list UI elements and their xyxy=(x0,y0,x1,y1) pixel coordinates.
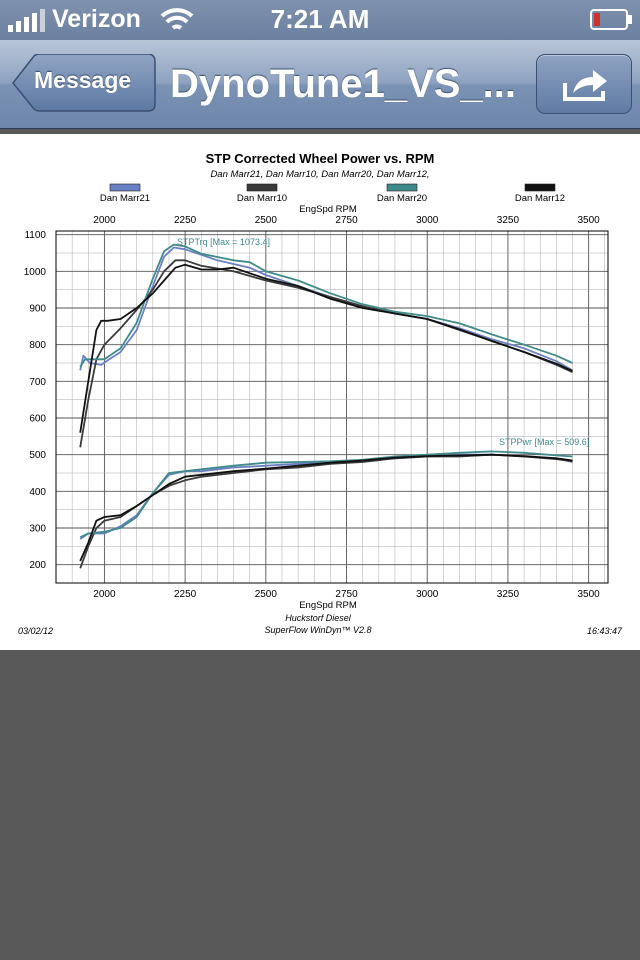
x-tick-label-bottom: 2500 xyxy=(255,589,278,600)
signal-icon xyxy=(8,9,45,32)
x-tick-label-top: 3500 xyxy=(578,215,601,226)
y-tick-label: 800 xyxy=(29,340,46,351)
dyno-chart: STP Corrected Wheel Power vs. RPM Dan Ma… xyxy=(18,151,623,636)
x-axis-label-bottom: EngSpd RPM xyxy=(299,600,357,611)
y-tick-label: 900 xyxy=(29,304,46,315)
y-tick-label: 400 xyxy=(29,487,46,498)
x-tick-label-bottom: 2000 xyxy=(93,589,116,600)
legend-swatch xyxy=(524,183,556,192)
series-torque-line xyxy=(79,259,573,448)
x-tick-label-bottom: 2750 xyxy=(335,589,358,600)
footer-time: 16:43:47 xyxy=(587,626,623,636)
clock: 7:21 AM xyxy=(270,4,370,34)
x-tick-label-bottom: 3250 xyxy=(497,589,520,600)
series-power-line xyxy=(79,453,573,540)
chart-subtitle: Dan Marr21, Dan Marr10, Dan Marr20, Dan … xyxy=(210,169,429,180)
x-tick-label-bottom: 2250 xyxy=(174,589,197,600)
legend-label: Dan Marr21 xyxy=(100,193,150,204)
carrier-name: Verizon xyxy=(52,5,141,33)
back-button-shape xyxy=(12,54,156,112)
x-tick-label-bottom: 3500 xyxy=(578,589,601,600)
legend-swatch xyxy=(246,183,278,192)
back-button-label: Message xyxy=(34,67,132,93)
y-tick-label: 500 xyxy=(29,450,46,461)
document-page: STP Corrected Wheel Power vs. RPM Dan Ma… xyxy=(0,134,640,650)
series-power-line xyxy=(79,450,573,539)
series-torque-line xyxy=(79,243,573,368)
y-tick-label: 600 xyxy=(29,414,46,425)
series-power-line xyxy=(79,453,573,562)
footer-software: SuperFlow WinDyn™ V2.8 xyxy=(265,625,372,635)
x-tick-label-top: 3000 xyxy=(416,215,439,226)
chart-series xyxy=(79,243,573,569)
plot-frame xyxy=(55,230,609,584)
y-tick-label: 200 xyxy=(29,560,46,571)
x-axis-label-top: EngSpd RPM xyxy=(299,204,357,215)
torque-annotation: STPTrq [Max = 1073.4] xyxy=(177,237,270,247)
legend-label: Dan Marr20 xyxy=(377,193,427,204)
wifi-icon xyxy=(160,8,194,30)
axis-ticks: 2000 2000 2250 2250 2500 2500 2750 2750 3000 3000… xyxy=(24,215,600,600)
status-bar: Verizon 7:21 AM xyxy=(0,0,640,40)
y-tick-label: 1100 xyxy=(24,230,46,241)
share-button[interactable] xyxy=(536,54,632,114)
back-button[interactable]: Message xyxy=(10,54,156,112)
battery-icon xyxy=(590,9,632,30)
y-tick-label: 700 xyxy=(29,377,46,388)
chart-legend: Dan Marr21 Dan Marr10 Dan Marr20 Dan Marr12 xyxy=(100,183,565,204)
chart-title: STP Corrected Wheel Power vs. RPM xyxy=(206,151,435,166)
x-tick-label-top: 3250 xyxy=(497,215,520,226)
y-tick-label: 1000 xyxy=(24,267,47,278)
x-tick-label-top: 2750 xyxy=(335,215,358,226)
x-tick-label-top: 2250 xyxy=(174,215,197,226)
y-tick-label: 300 xyxy=(29,524,46,535)
series-torque-line xyxy=(79,263,573,433)
legend-swatch xyxy=(386,183,418,192)
legend-label: Dan Marr12 xyxy=(515,193,565,204)
series-torque-line xyxy=(79,246,573,372)
x-tick-label-bottom: 3000 xyxy=(416,589,439,600)
power-annotation: STPPwr [Max = 509.6] xyxy=(499,437,589,447)
series-power-line xyxy=(79,453,573,569)
empty-background xyxy=(0,650,640,960)
page-title: DynoTune1_VS_... xyxy=(170,62,517,106)
share-icon xyxy=(563,70,607,101)
footer-date: 03/02/12 xyxy=(18,626,53,636)
footer-company: Huckstorf Diesel xyxy=(285,613,352,623)
navigation-bar: Message DynoTune1_VS_... xyxy=(0,40,640,129)
legend-swatch xyxy=(109,183,141,192)
x-tick-label-top: 2500 xyxy=(255,215,278,226)
x-tick-label-top: 2000 xyxy=(93,215,116,226)
legend-label: Dan Marr10 xyxy=(237,193,287,204)
chart-grid xyxy=(55,231,608,583)
